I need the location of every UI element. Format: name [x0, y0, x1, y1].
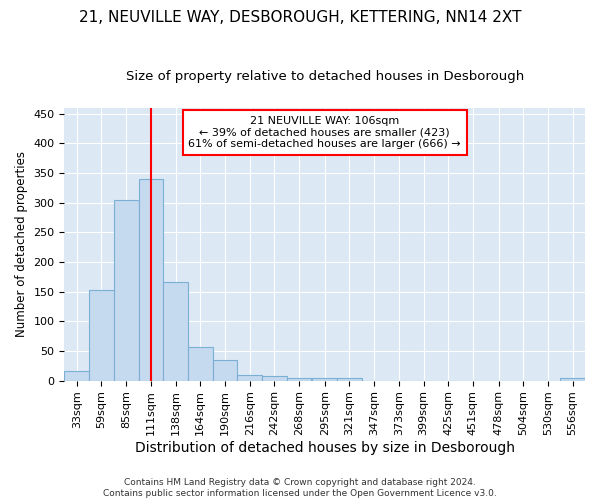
- Bar: [64, 370, 89, 380]
- Y-axis label: Number of detached properties: Number of detached properties: [15, 151, 28, 337]
- Bar: [337, 378, 362, 380]
- Bar: [262, 376, 287, 380]
- Title: Size of property relative to detached houses in Desborough: Size of property relative to detached ho…: [125, 70, 524, 83]
- Bar: [139, 179, 163, 380]
- Text: 21, NEUVILLE WAY, DESBOROUGH, KETTERING, NN14 2XT: 21, NEUVILLE WAY, DESBOROUGH, KETTERING,…: [79, 10, 521, 25]
- Bar: [188, 347, 212, 380]
- Bar: [560, 378, 585, 380]
- Bar: [114, 200, 139, 380]
- Text: 21 NEUVILLE WAY: 106sqm
← 39% of detached houses are smaller (423)
61% of semi-d: 21 NEUVILLE WAY: 106sqm ← 39% of detache…: [188, 116, 461, 149]
- X-axis label: Distribution of detached houses by size in Desborough: Distribution of detached houses by size …: [135, 441, 515, 455]
- Bar: [238, 374, 262, 380]
- Bar: [89, 290, 114, 380]
- Bar: [212, 360, 238, 380]
- Bar: [313, 378, 337, 380]
- Bar: [163, 282, 188, 380]
- Text: Contains HM Land Registry data © Crown copyright and database right 2024.
Contai: Contains HM Land Registry data © Crown c…: [103, 478, 497, 498]
- Bar: [287, 378, 311, 380]
